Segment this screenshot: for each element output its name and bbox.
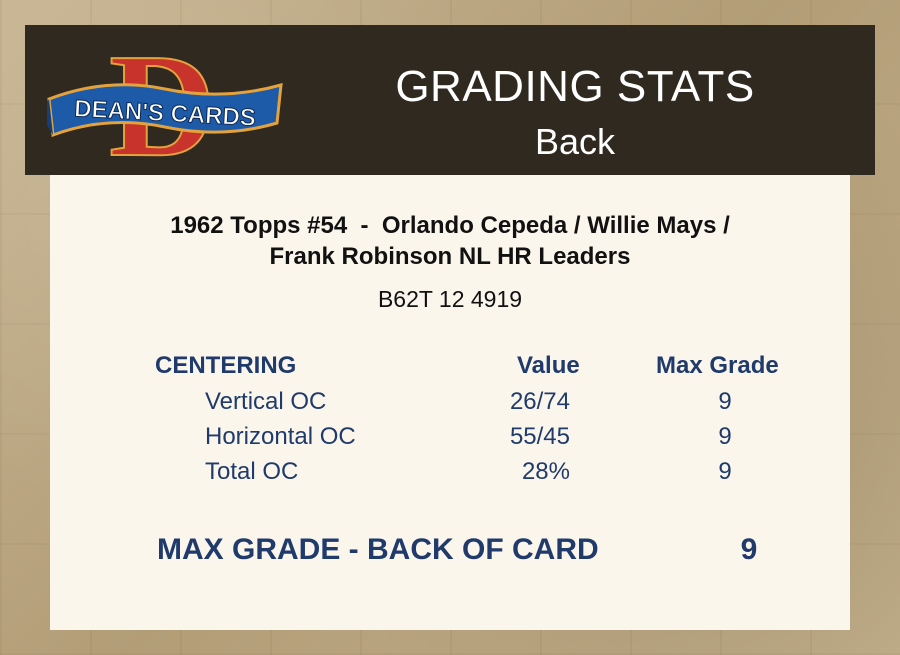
row-label-vertical-oc: Vertical OC bbox=[205, 388, 327, 415]
header-bar: D DEAN'S CARDS GRADING STATS Back bbox=[25, 25, 875, 175]
card-title: 1962 Topps #54 - Orlando Cepeda / Willie… bbox=[50, 210, 850, 272]
max-grade-summary-value: 9 bbox=[740, 533, 758, 566]
max-grade-header: Max Grade bbox=[656, 352, 779, 379]
row-value-total-oc: 28% bbox=[521, 458, 570, 485]
row-grade-vertical-oc: 9 bbox=[718, 388, 732, 415]
row-grade-horizontal-oc: 9 bbox=[718, 423, 732, 450]
page-title: GRADING STATS bbox=[395, 62, 755, 111]
deans-cards-logo: D DEAN'S CARDS bbox=[47, 37, 283, 163]
card-title-line1: 1962 Topps #54 - Orlando Cepeda / Willie… bbox=[170, 212, 730, 239]
value-header: Value bbox=[517, 352, 580, 379]
row-value-horizontal-oc: 55/45 bbox=[509, 423, 570, 450]
row-grade-total-oc: 9 bbox=[718, 458, 732, 485]
centering-header: CENTERING bbox=[155, 352, 297, 379]
grading-panel: 1962 Topps #54 - Orlando Cepeda / Willie… bbox=[50, 175, 850, 630]
card-title-line2: Frank Robinson NL HR Leaders bbox=[269, 243, 631, 270]
cert-number: B62T 12 4919 bbox=[377, 286, 523, 312]
row-value-vertical-oc: 26/74 bbox=[509, 388, 570, 415]
row-label-horizontal-oc: Horizontal OC bbox=[205, 423, 356, 450]
max-grade-summary-label: MAX GRADE - BACK OF CARD bbox=[157, 533, 599, 566]
row-label-total-oc: Total OC bbox=[205, 458, 299, 485]
page-subtitle: Back bbox=[534, 121, 616, 162]
